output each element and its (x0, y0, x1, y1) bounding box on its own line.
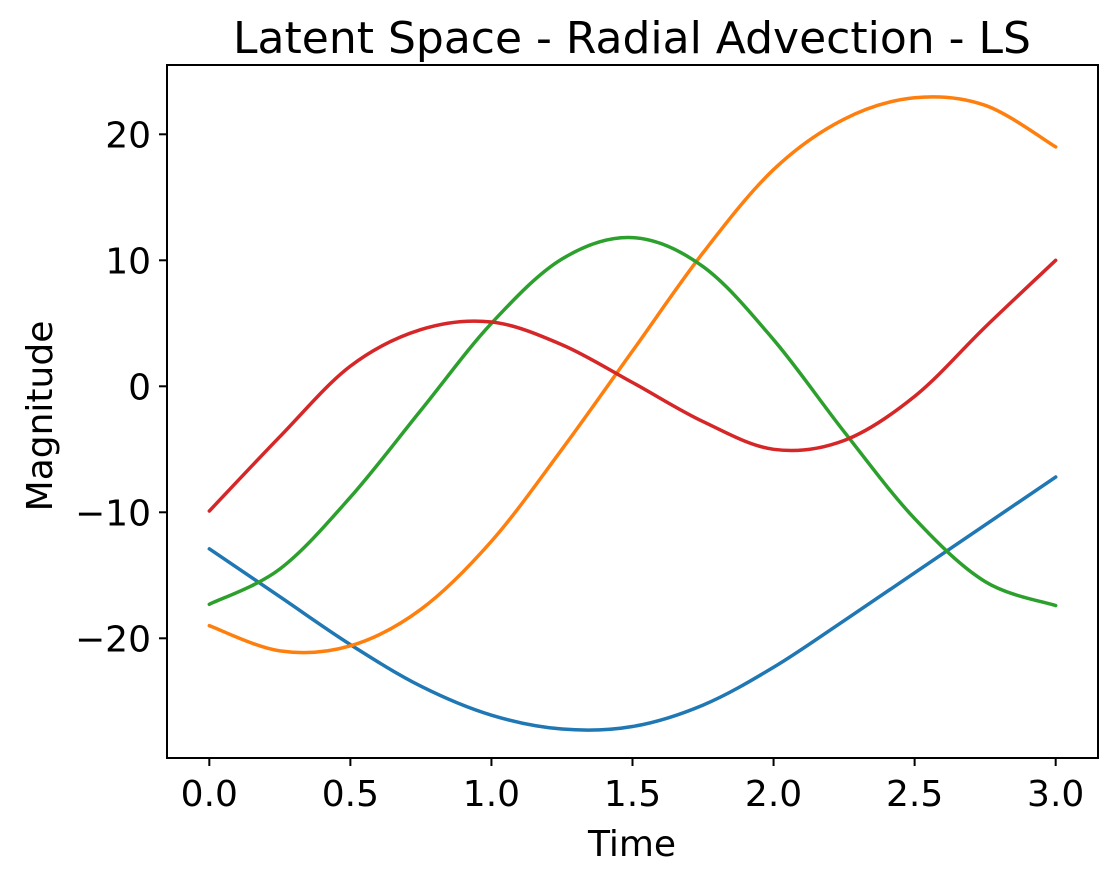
x-tick-label: 3.0 (1027, 774, 1084, 815)
chart-title: Latent Space - Radial Advection - LS (233, 13, 1031, 64)
x-tick-label: 1.5 (604, 774, 661, 815)
y-tick-label: 0 (128, 367, 151, 408)
y-tick-label: −10 (75, 493, 151, 534)
x-tick-label: 0.5 (322, 774, 379, 815)
series-line-3 (207, 235, 1058, 608)
x-axis-label: Time (587, 824, 676, 865)
y-axis-ticks: −20 −10 0 10 20 (75, 115, 167, 660)
x-tick-label: 0.0 (181, 774, 238, 815)
series-line-2 (207, 95, 1058, 655)
x-tick-label: 2.0 (745, 774, 802, 815)
series-layer (207, 95, 1058, 732)
y-tick-label: 10 (105, 241, 151, 282)
y-tick-label: 20 (105, 115, 151, 156)
x-axis-ticks: 0.0 0.5 1.0 1.5 2.0 2.5 3.0 (181, 758, 1084, 815)
series-line-4 (207, 258, 1058, 513)
y-axis-label: Magnitude (20, 321, 61, 512)
x-tick-label: 2.5 (886, 774, 943, 815)
x-tick-label: 1.0 (463, 774, 520, 815)
y-tick-label: −20 (75, 619, 151, 660)
